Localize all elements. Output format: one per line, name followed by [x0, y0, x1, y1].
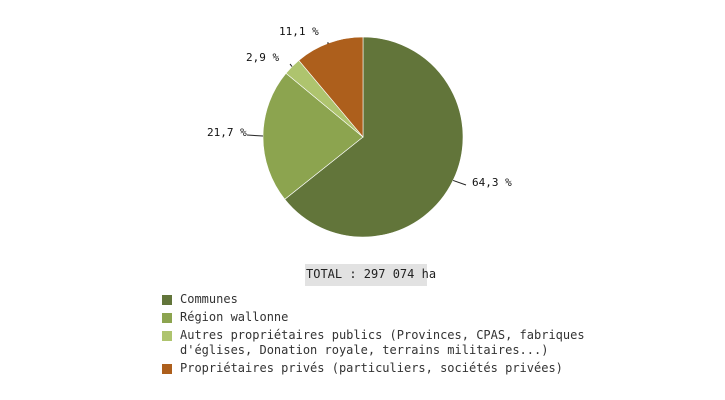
legend-swatch-proprietaires-prives [162, 364, 172, 374]
legend-item-communes: Communes [162, 292, 600, 307]
legend-label: Communes [180, 292, 238, 306]
legend-swatch-autres-publics [162, 331, 172, 341]
legend-item-autres-publics: Autres propriétaires publics (Provinces,… [162, 328, 600, 358]
leader-line-region-wallonne [246, 134, 264, 137]
pie-slice-communes [284, 36, 464, 238]
legend-label: Propriétaires privés (particuliers, soci… [180, 361, 563, 375]
total-label: TOTAL : 297 074 ha [305, 264, 436, 286]
total-text: TOTAL : 297 074 ha [306, 267, 437, 281]
pie-slice-region-wallonne [262, 72, 364, 200]
legend-swatch-region-wallonne [162, 313, 172, 323]
slice-label-proprietaires-prives: 11,1 % [279, 25, 319, 38]
slice-label-autres-publics: 2,9 % [246, 51, 280, 64]
leader-line-autres-publics [289, 63, 293, 67]
legend-swatch-communes [162, 295, 172, 305]
pie-chart [246, 36, 467, 238]
legend-item-proprietaires-prives: Propriétaires privés (particuliers, soci… [162, 361, 600, 376]
legend-item-region-wallonne: Région wallonne [162, 310, 600, 325]
slice-label-communes: 64,3 % [472, 176, 512, 189]
legend-label: Autres propriétaires publics (Provinces,… [180, 328, 585, 357]
slice-label-region-wallonne: 21,7 % [207, 126, 247, 139]
leader-line-communes [452, 179, 467, 186]
legend: Communes Région wallonne Autres propriét… [162, 292, 600, 379]
legend-label: Région wallonne [180, 310, 289, 324]
total-background [305, 264, 427, 286]
pie-slice-proprietaires-prives [298, 36, 364, 138]
